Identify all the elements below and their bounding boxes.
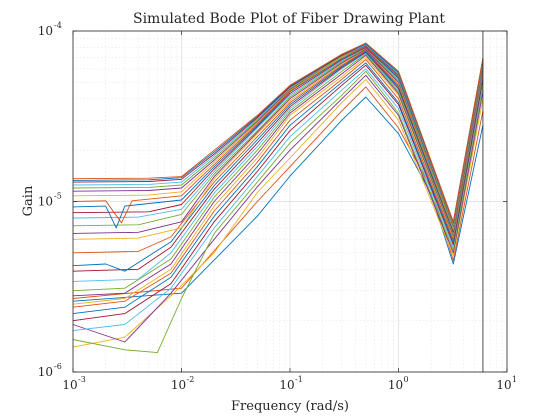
x-tick-label: 10	[279, 378, 294, 392]
series-line-20	[72, 47, 484, 228]
series-line-9	[72, 59, 484, 308]
series-line-30	[72, 42, 484, 223]
y-tick-label-exponent: -6	[54, 362, 62, 371]
series-line-11	[72, 54, 484, 297]
y-tick-label: 10	[38, 24, 53, 38]
series-line-5	[72, 70, 484, 354]
series-line-12	[72, 53, 484, 292]
series-line-13	[72, 52, 484, 282]
series-line-6	[72, 68, 484, 332]
series-line-4	[72, 74, 484, 343]
series-line-19	[72, 48, 484, 229]
tick-marks	[72, 30, 508, 373]
series-line-15	[72, 50, 484, 272]
plot-area	[72, 30, 508, 373]
x-tick-label-exponent: 1	[512, 375, 517, 384]
x-tick-label: 10	[496, 378, 511, 392]
series-line-17	[72, 48, 484, 240]
x-tick-labels: 10 -3 10 -2 10 -1 10 0 10 1	[62, 375, 517, 392]
x-tick-label-exponent: 0	[404, 375, 409, 384]
x-tick-label: 10	[171, 378, 186, 392]
x-tick-label-exponent: -3	[78, 375, 86, 384]
series-line-16	[72, 49, 484, 254]
series-line-7	[72, 64, 484, 322]
y-tick-labels: 10-610-510-4	[38, 21, 62, 379]
x-tick-label: 10	[62, 378, 77, 392]
y-tick-label: 10	[38, 365, 53, 379]
x-tick-label-exponent: -2	[187, 375, 195, 384]
y-tick-label: 10	[38, 195, 53, 209]
y-tick-label-exponent: -5	[54, 192, 62, 201]
y-axis-label: Gain	[21, 185, 36, 216]
series-line-8	[72, 62, 484, 315]
x-tick-label: 10	[388, 378, 403, 392]
x-axis-label: Frequency (rad/s)	[231, 399, 349, 414]
x-tick-label-exponent: -1	[295, 375, 303, 384]
series-line-10	[72, 56, 484, 305]
chart-title: Simulated Bode Plot of Fiber Drawing Pla…	[133, 11, 445, 27]
series-line-14	[72, 51, 484, 272]
series-layer	[72, 42, 484, 354]
series-line-22	[72, 46, 484, 229]
y-tick-label-exponent: -4	[54, 21, 62, 30]
